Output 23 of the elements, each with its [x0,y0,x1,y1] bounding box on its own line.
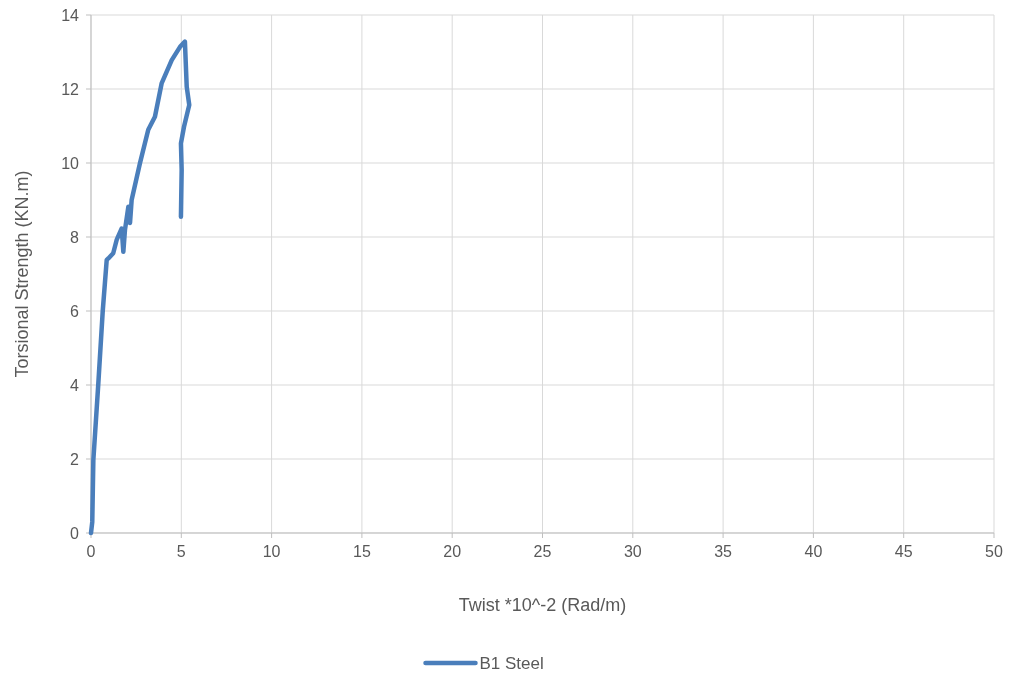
x-tick-label: 50 [985,543,1003,560]
y-tick-label: 14 [61,7,80,24]
y-tick-label: 10 [61,155,80,172]
x-tick-label: 5 [176,543,186,560]
x-tick-label: 0 [86,543,96,560]
x-tick-label: 35 [714,543,733,560]
x-tick-label: 40 [804,543,823,560]
y-tick-label: 12 [61,81,80,98]
y-axis-title: Torsional Strength (KN.m) [12,170,32,378]
x-tick-label: 15 [353,543,371,560]
legend-label: B1 Steel [479,654,544,673]
x-tick-label: 25 [533,543,552,560]
line-series [88,39,192,536]
y-tick-label: 8 [70,229,80,246]
x-axis-title: Twist *10^-2 (Rad/m) [458,595,627,615]
y-tick-label: 0 [70,525,80,542]
y-tick-label: 4 [70,377,80,394]
x-tick-label: 10 [262,543,281,560]
x-tick-label: 45 [894,543,913,560]
x-tick-label: 30 [623,543,642,560]
y-tick-label: 6 [70,303,80,320]
y-tick-label: 2 [70,451,80,468]
x-tick-label: 20 [443,543,462,560]
